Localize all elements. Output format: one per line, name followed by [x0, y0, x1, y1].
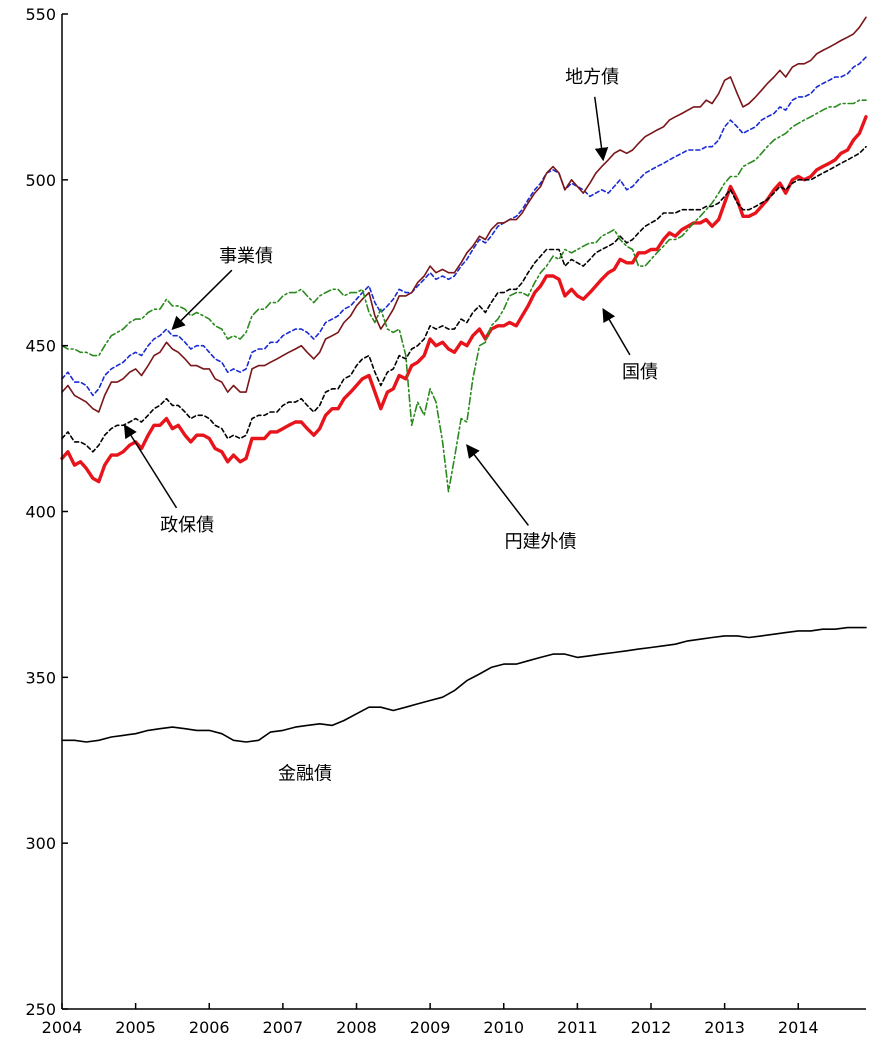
x-tick-label: 2013 — [704, 1018, 745, 1037]
tick-layer: 250 300 350 400 450 500 550 2004 2005 2006 2007 200… — [25, 5, 818, 1037]
x-tick-label: 2012 — [631, 1018, 672, 1037]
series-annotation-label: 政保債 — [160, 515, 214, 536]
series-line-3 — [61, 56, 867, 397]
x-tick-label: 2011 — [557, 1018, 598, 1037]
y-tick-label: 250 — [25, 1000, 56, 1019]
y-tick-label: 350 — [25, 668, 56, 687]
annotation-arrow — [594, 96, 609, 162]
x-tick-label: 2004 — [42, 1018, 83, 1037]
annotation-arrow — [171, 269, 233, 331]
y-tick-label: 400 — [25, 503, 56, 522]
x-tick-label: 2010 — [483, 1018, 524, 1037]
series-line-5 — [61, 99, 867, 493]
series-line-4 — [61, 16, 867, 413]
y-tick-label: 550 — [25, 5, 56, 24]
x-tick-label: 2008 — [336, 1018, 377, 1037]
series-annotation-label: 金融債 — [278, 764, 332, 785]
axes — [61, 14, 866, 1010]
series-annotation-label: 事業債 — [219, 246, 273, 267]
x-tick-label: 2005 — [115, 1018, 156, 1037]
x-tick-label: 2009 — [410, 1018, 451, 1037]
series-line-1 — [60, 115, 868, 484]
y-tick-label: 300 — [25, 834, 56, 853]
annotation-arrow — [466, 444, 530, 526]
series-layer — [60, 16, 868, 743]
y-tick-label: 500 — [25, 171, 56, 190]
x-tick-label: 2014 — [778, 1018, 819, 1037]
annotation-arrow — [123, 424, 178, 509]
series-line-0 — [61, 626, 867, 743]
series-annotation-label: 円建外債 — [505, 531, 577, 552]
series-line-2 — [61, 145, 867, 453]
x-tick-label: 2007 — [263, 1018, 304, 1037]
series-annotation-label: 地方債 — [565, 67, 619, 88]
y-tick-label: 450 — [25, 337, 56, 356]
annotation-arrow — [602, 308, 631, 356]
x-tick-label: 2006 — [189, 1018, 230, 1037]
series-annotation-label: 国債 — [622, 362, 658, 383]
